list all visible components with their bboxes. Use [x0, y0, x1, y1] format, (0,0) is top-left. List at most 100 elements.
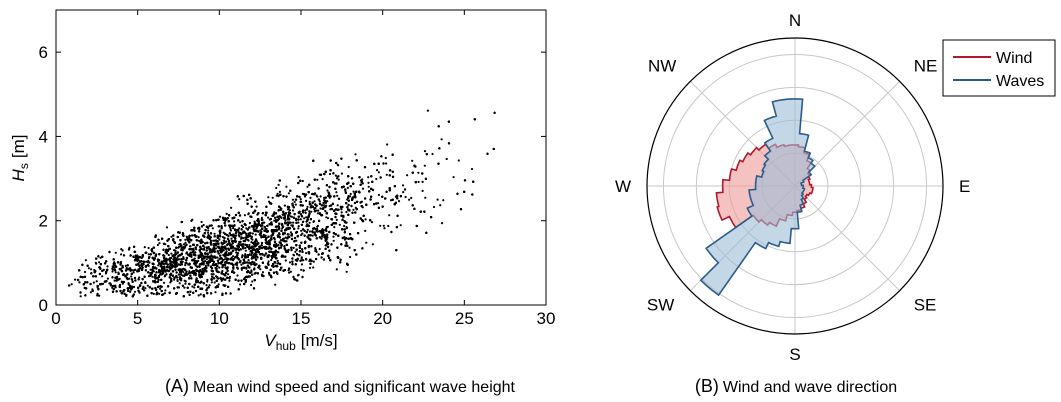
scatter-point: [251, 238, 254, 241]
scatter-point: [335, 218, 338, 221]
scatter-point: [208, 284, 211, 287]
scatter-point: [276, 192, 279, 195]
scatter-point: [212, 239, 215, 242]
scatter-point: [277, 228, 280, 231]
scatter-point: [426, 109, 429, 112]
scatter-point: [240, 224, 243, 227]
scatter-point: [452, 176, 455, 179]
scatter-point: [436, 198, 439, 201]
scatter-point: [345, 210, 348, 214]
scatter-point: [316, 195, 319, 198]
scatter-point: [114, 284, 117, 287]
scatter-point: [375, 177, 378, 181]
scatter-point: [203, 246, 206, 249]
scatter-point: [336, 204, 339, 207]
scatter-point: [225, 212, 228, 215]
scatter-point: [197, 294, 200, 297]
scatter-point: [367, 185, 370, 188]
scatter-point: [145, 260, 148, 263]
scatter-point: [236, 274, 239, 277]
scatter-point: [352, 190, 355, 193]
scatter-point: [184, 241, 187, 244]
scatter-point: [417, 180, 420, 184]
scatter-point: [219, 232, 222, 235]
scatter-point: [218, 249, 221, 252]
scatter-point: [288, 271, 291, 274]
scatter-point: [184, 282, 187, 285]
scatter-point: [340, 172, 343, 175]
scatter-point: [354, 153, 357, 156]
scatter-point: [92, 281, 95, 284]
scatter-point: [234, 234, 238, 237]
scatter-point: [157, 264, 160, 267]
scatter-point: [421, 189, 424, 192]
scatter-point: [326, 217, 330, 220]
scatter-point: [207, 229, 210, 232]
scatter-point: [348, 246, 351, 249]
scatter-point: [130, 275, 133, 278]
scatter-point: [98, 294, 101, 297]
scatter-point: [326, 200, 329, 203]
scatter-point: [232, 255, 235, 258]
scatter-point: [401, 184, 405, 187]
scatter-point: [259, 268, 262, 271]
scatter-point: [289, 270, 292, 273]
scatter-point: [158, 242, 161, 245]
scatter-point: [306, 185, 309, 188]
scatter-point: [424, 196, 427, 199]
scatter-point: [334, 174, 337, 177]
scatter-point: [349, 255, 352, 259]
scatter-point: [124, 264, 127, 267]
scatter-point: [114, 251, 117, 254]
scatter-point: [423, 150, 427, 153]
scatter-point: [294, 250, 297, 253]
scatter-point: [221, 236, 224, 239]
scatter-point: [316, 225, 319, 228]
scatter-point: [121, 249, 124, 252]
scatter-point: [365, 241, 368, 244]
scatter-point: [236, 252, 240, 255]
scatter-point: [291, 209, 295, 212]
scatter-point: [182, 271, 185, 274]
scatter-point: [275, 186, 278, 190]
scatter-point: [318, 247, 321, 251]
scatter-point: [201, 267, 204, 271]
scatter-point: [214, 247, 218, 250]
scatter-point: [300, 263, 304, 266]
scatter-point: [417, 171, 420, 174]
scatter-point: [247, 239, 250, 242]
scatter-point: [238, 227, 241, 230]
scatter-point: [216, 256, 219, 259]
scatter-point: [220, 279, 223, 282]
scatter-point: [162, 281, 166, 284]
scatter-point: [210, 273, 213, 276]
scatter-point: [244, 246, 247, 250]
scatter-point: [242, 225, 245, 229]
scatter-point: [183, 279, 186, 282]
scatter-point: [263, 221, 266, 224]
scatter-point: [224, 284, 227, 287]
scatter-point: [243, 214, 246, 217]
scatter-point: [177, 246, 180, 249]
scatter-point: [104, 272, 108, 275]
scatter-point: [431, 152, 434, 156]
scatter-point: [328, 172, 332, 176]
scatter-point: [308, 230, 311, 233]
scatter-point: [440, 138, 443, 141]
scatter-point: [99, 256, 102, 259]
scatter-point: [106, 277, 109, 280]
scatter-point: [227, 273, 230, 276]
scatter-point: [95, 280, 98, 283]
scatter-point: [254, 233, 257, 236]
scatter-point: [278, 232, 281, 235]
scatter-point: [303, 195, 307, 198]
scatter-point: [147, 246, 150, 250]
scatter-point: [325, 216, 328, 219]
scatter-point: [306, 228, 309, 231]
scatter-point: [204, 264, 207, 267]
scatter-point: [198, 273, 201, 276]
scatter-point: [338, 223, 341, 226]
scatter-point: [299, 218, 302, 221]
scatter-point: [347, 165, 350, 169]
